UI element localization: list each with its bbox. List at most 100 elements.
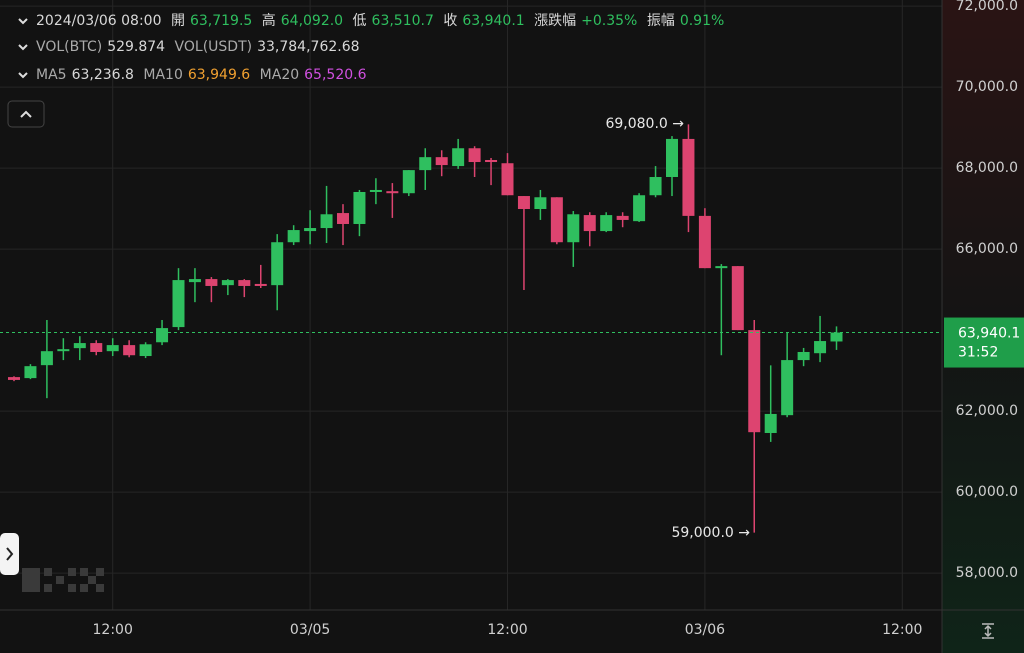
- value: 63,719.5: [189, 13, 253, 29]
- expand-side-button[interactable]: [0, 533, 19, 575]
- candle-body: [468, 148, 481, 163]
- row-toggle[interactable]: [18, 71, 28, 79]
- candle-body: [666, 138, 678, 178]
- candle-body: [320, 214, 333, 229]
- candle-body: [106, 345, 119, 352]
- label: 開: [170, 13, 185, 29]
- candle-body: [583, 215, 596, 232]
- candle-body: [287, 230, 300, 243]
- label: 振幅: [646, 13, 675, 29]
- candle-body: [764, 413, 777, 433]
- ma-row: MA5 63,236.8 MA10 63,949.6 MA20 65,520.6: [18, 67, 371, 83]
- candle-body: [90, 343, 103, 352]
- candle-body: [402, 170, 415, 194]
- candle-body: [814, 341, 827, 354]
- value: 63,510.7: [371, 13, 434, 29]
- candle-body: [731, 266, 744, 331]
- candle-body: [254, 283, 267, 286]
- value: 529.874: [107, 39, 166, 55]
- candle-body: [616, 215, 629, 220]
- annotation: 69,080.0 →: [605, 116, 684, 132]
- countdown-label: 31:52: [958, 345, 998, 361]
- x-tick-label: 12:00: [882, 622, 922, 638]
- candle-body: [485, 159, 498, 163]
- candle-body: [304, 228, 317, 232]
- value: 63,949.6: [187, 67, 251, 83]
- candle-body: [188, 279, 201, 283]
- value: 65,520.6: [304, 67, 367, 83]
- x-tick-label: 12:00: [93, 622, 133, 638]
- label: MA5: [36, 67, 67, 83]
- candle-body: [567, 214, 580, 243]
- candle-body: [238, 280, 251, 286]
- x-tick-label: 03/05: [290, 622, 330, 638]
- last-price-label: 63,940.1: [958, 326, 1020, 342]
- candle-body: [534, 197, 547, 210]
- label: 高: [261, 13, 276, 29]
- candle-body: [419, 157, 432, 171]
- candle-body: [600, 215, 613, 232]
- candle-body: [698, 215, 711, 269]
- candle-body: [353, 191, 366, 224]
- candle-body: [715, 266, 728, 269]
- last-price-box: [944, 317, 1024, 368]
- x-tick-label: 12:00: [487, 622, 527, 638]
- label: MA20: [259, 67, 300, 83]
- candle-body: [452, 148, 465, 167]
- candle-body: [205, 279, 218, 286]
- value: +0.35%: [581, 13, 638, 29]
- y-tick-label: 58,000.0: [956, 565, 1018, 581]
- candle-body: [24, 366, 37, 379]
- y-tick-label: 72,000.0: [956, 0, 1018, 14]
- candle-body: [830, 332, 843, 342]
- candle-body: [517, 196, 530, 210]
- value: 63,940.1: [462, 13, 525, 29]
- candle-body: [501, 163, 514, 196]
- y-tick-label: 62,000.0: [956, 403, 1018, 419]
- candle-body: [73, 343, 86, 349]
- y-tick-label: 66,000.0: [956, 241, 1018, 257]
- candle-body: [221, 280, 234, 286]
- candle-body: [172, 280, 185, 328]
- candle-body: [781, 360, 794, 416]
- candle-body: [682, 138, 695, 216]
- candle-body: [156, 328, 169, 343]
- candle-body: [57, 349, 70, 352]
- watermark: [22, 568, 104, 592]
- candle-body: [337, 213, 349, 224]
- value: 64,092.0: [280, 13, 344, 29]
- candle-body: [649, 177, 662, 196]
- value: 33,784,762.68: [257, 39, 360, 55]
- candle-body: [797, 351, 810, 361]
- value: 63,236.8: [71, 67, 134, 83]
- y-tick-label: 70,000.0: [956, 79, 1018, 95]
- label: 收: [443, 13, 458, 29]
- candle-body: [369, 189, 382, 192]
- candle-body: [748, 330, 761, 433]
- y-tick-label: 68,000.0: [956, 160, 1018, 176]
- candle-body: [8, 377, 20, 380]
- datetime: 2024/03/06 08:00: [36, 13, 162, 29]
- x-tick-label: 03/06: [685, 622, 725, 638]
- label: 漲跌幅: [534, 13, 577, 29]
- candle-body: [435, 157, 448, 166]
- y-tick-label: 60,000.0: [956, 484, 1018, 500]
- row-toggle[interactable]: [18, 43, 28, 51]
- candle-body: [40, 351, 53, 366]
- label: MA10: [143, 67, 183, 83]
- annotation: 59,000.0 →: [671, 525, 750, 541]
- collapse-button[interactable]: [7, 100, 45, 128]
- label: 低: [352, 13, 367, 29]
- candle-body: [550, 197, 563, 243]
- candle-body: [386, 191, 399, 194]
- candle-body: [139, 344, 152, 357]
- row-toggle[interactable]: [18, 17, 28, 25]
- value: 0.91%: [679, 13, 725, 29]
- candle-body: [633, 195, 646, 222]
- volume-row: VOL(BTC) 529.874 VOL(USDT) 33,784,762.68: [18, 39, 365, 55]
- label: VOL(BTC): [36, 39, 103, 55]
- scale-toggle-button[interactable]: [982, 623, 994, 639]
- candle-body: [271, 242, 284, 286]
